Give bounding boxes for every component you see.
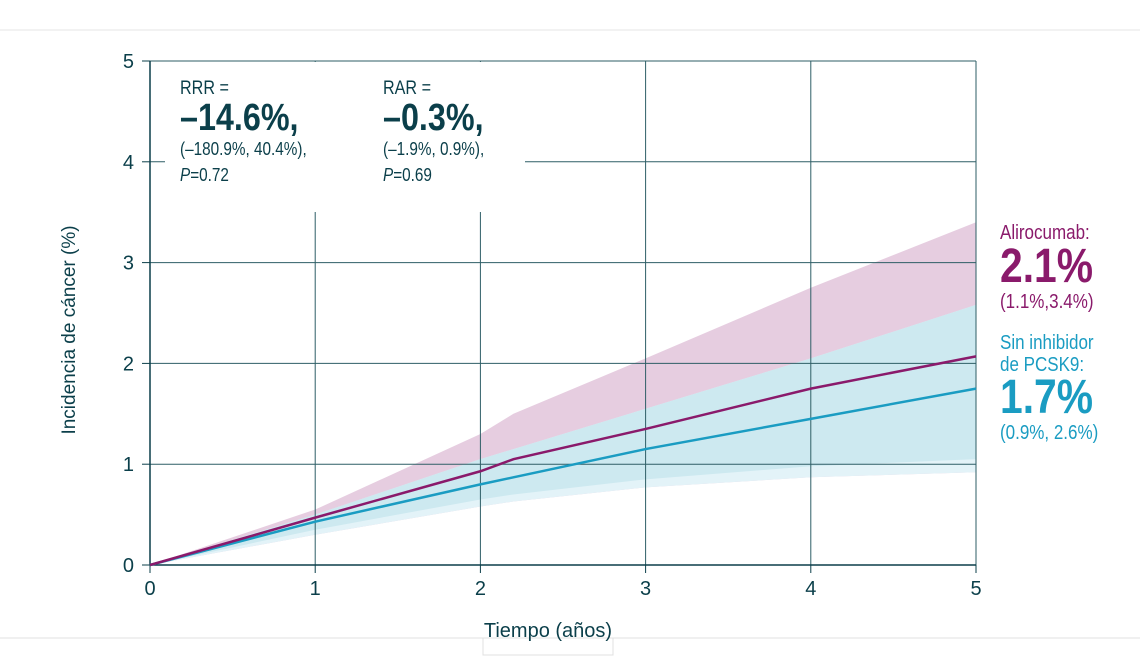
rar-p-value: =0.69 bbox=[393, 165, 432, 185]
legend-alirocumab-ci: (1.1%,3.4%) bbox=[1000, 291, 1094, 313]
band-control bbox=[150, 304, 976, 565]
rrr-label: RRR = bbox=[180, 78, 229, 99]
x-tick-label: 3 bbox=[640, 578, 651, 600]
y-tick-label: 4 bbox=[123, 152, 134, 174]
legend-alirocumab: Alirocumab: 2.1% (1.1%,3.4%) bbox=[1000, 222, 1110, 315]
rar-value: –0.3%, bbox=[383, 97, 484, 139]
y-tick-label: 1 bbox=[123, 454, 134, 476]
rrr-annotation: RRR = –14.6%, (–180.9%, 40.4%), P=0.72 bbox=[180, 78, 329, 188]
rrr-ci: (–180.9%, 40.4%), bbox=[180, 139, 307, 159]
x-tick-label: 5 bbox=[970, 578, 981, 600]
legend-control: Sin inhibidor de PCSK9: 1.7% (0.9%, 2.6%… bbox=[1000, 332, 1116, 446]
legend-alirocumab-value: 2.1% bbox=[1000, 240, 1093, 293]
x-tick-label: 2 bbox=[475, 578, 486, 600]
y-axis-label: Incidencia de cáncer (%) bbox=[59, 225, 80, 434]
bottom-tab bbox=[482, 637, 614, 656]
rrr-p-label: P bbox=[180, 165, 191, 185]
line-control bbox=[149, 387, 977, 567]
legend-control-value: 1.7% bbox=[1000, 371, 1093, 424]
legend-control-label1: Sin inhibidor bbox=[1000, 332, 1094, 354]
legend-control-label2: de PCSK9: bbox=[1000, 354, 1085, 376]
rar-ci: (–1.9%, 0.9%), bbox=[383, 139, 485, 159]
rar-label: RAR = bbox=[383, 78, 432, 99]
legend-alirocumab-label: Alirocumab: bbox=[1000, 222, 1090, 244]
rar-p-label: P bbox=[383, 165, 394, 185]
rar-annotation: RAR = –0.3%, (–1.9%, 0.9%), P=0.69 bbox=[383, 78, 502, 188]
annotation-box bbox=[165, 62, 525, 212]
x-tick-label: 4 bbox=[805, 578, 816, 600]
line-alirocumab bbox=[149, 355, 977, 567]
y-tick-label: 3 bbox=[123, 253, 134, 275]
x-axis-label: Tiempo (años) bbox=[484, 620, 612, 642]
rrr-value: –14.6%, bbox=[180, 97, 299, 139]
rrr-p-value: =0.72 bbox=[190, 165, 229, 185]
legend-control-ci: (0.9%, 2.6%) bbox=[1000, 422, 1099, 444]
y-tick-label: 2 bbox=[123, 353, 134, 375]
y-tick-label: 5 bbox=[123, 51, 134, 73]
x-tick-label: 1 bbox=[310, 578, 321, 600]
x-tick-label: 0 bbox=[144, 578, 155, 600]
y-tick-label: 0 bbox=[123, 555, 134, 577]
